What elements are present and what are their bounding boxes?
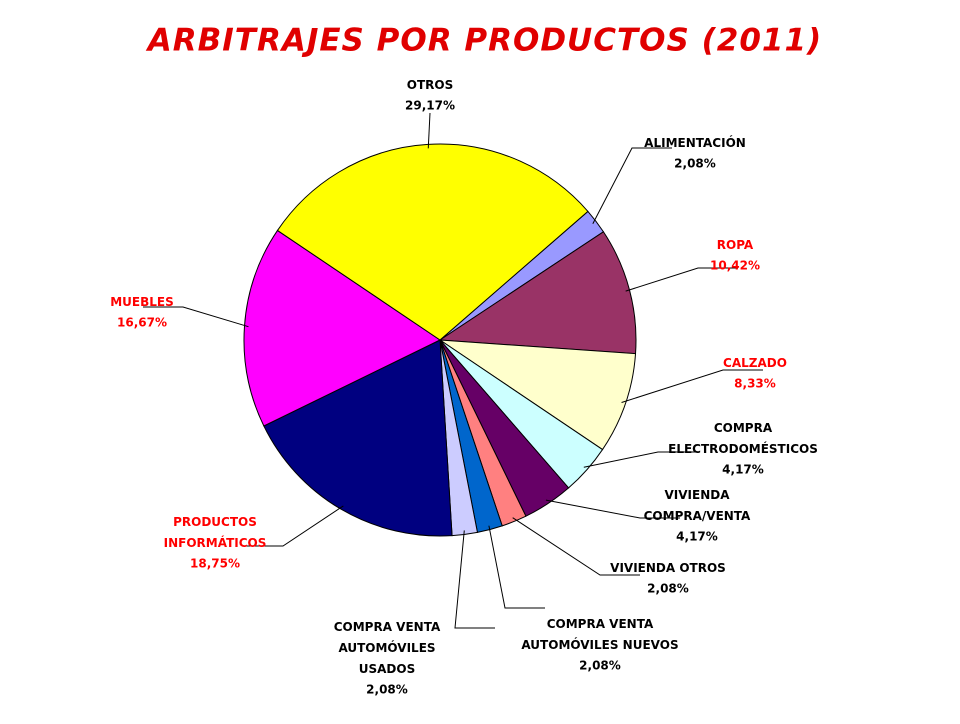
value-label: 2,08% <box>674 157 716 171</box>
value-label: 8,33% <box>734 377 776 391</box>
value-label: 4,17% <box>676 530 718 544</box>
value-label: 2,08% <box>366 683 408 697</box>
leader-line <box>621 369 763 403</box>
value-label: 10,42% <box>710 259 760 273</box>
leader-line <box>143 306 249 328</box>
category-label: ROPA <box>717 238 754 252</box>
leader-line <box>625 267 738 292</box>
value-label: 29,17% <box>405 99 455 113</box>
label-line: COMPRA VENTA <box>334 620 441 634</box>
label-line: MUEBLES <box>110 295 174 309</box>
category-label: COMPRA VENTA AUTOMÓVILES USADOS <box>334 620 441 676</box>
leader-line <box>454 530 495 629</box>
leader-line <box>592 147 672 224</box>
leader-line <box>545 499 680 519</box>
label-line: OTROS <box>407 78 453 92</box>
label-line: ROPA <box>717 238 754 252</box>
label-line: ELECTRODOMÉSTICOS <box>668 441 818 456</box>
pie-slice <box>438 339 637 451</box>
category-label: VIVIENDA OTROS <box>610 561 726 575</box>
category-label: MUEBLES <box>110 295 174 309</box>
category-label: PRODUCTOS INFORMÁTICOS <box>164 515 267 550</box>
chart-title: ARBITRAJES POR PRODUCTOS (2011) <box>145 23 822 59</box>
leader-line <box>427 112 431 149</box>
label-line: PRODUCTOS <box>173 515 257 529</box>
label-line: COMPRA <box>714 421 773 435</box>
label-line: USADOS <box>359 662 415 676</box>
label-line: AUTOMÓVILES <box>338 640 435 655</box>
category-label: VIVIENDA COMPRA/VENTA <box>644 488 751 523</box>
value-label: 18,75% <box>190 557 240 571</box>
label-line: VIVIENDA OTROS <box>610 561 726 575</box>
category-label: COMPRA ELECTRODOMÉSTICOS <box>668 421 818 456</box>
leader-line <box>512 517 640 576</box>
value-label: 16,67% <box>117 316 167 330</box>
leader-line <box>243 505 344 547</box>
category-label: COMPRA VENTA AUTOMÓVILES NUEVOS <box>521 617 678 652</box>
value-label: 2,08% <box>579 659 621 673</box>
pie-slice <box>263 339 453 537</box>
label-line: INFORMÁTICOS <box>164 535 267 550</box>
label-line: COMPRA/VENTA <box>644 509 751 523</box>
category-label: CALZADO <box>723 356 787 370</box>
label-line: VIVIENDA <box>665 488 731 502</box>
leader-line <box>488 525 545 609</box>
label-line: CALZADO <box>723 356 787 370</box>
value-label: 2,08% <box>647 582 689 596</box>
label-line: COMPRA VENTA <box>547 617 654 631</box>
leader-line <box>583 451 698 468</box>
category-label: ALIMENTACIÓN <box>644 135 746 150</box>
label-line: ALIMENTACIÓN <box>644 135 746 150</box>
value-label: 4,17% <box>722 463 764 477</box>
label-line: AUTOMÓVILES NUEVOS <box>521 637 678 652</box>
pie-slice <box>243 229 441 427</box>
category-label: OTROS <box>407 78 453 92</box>
